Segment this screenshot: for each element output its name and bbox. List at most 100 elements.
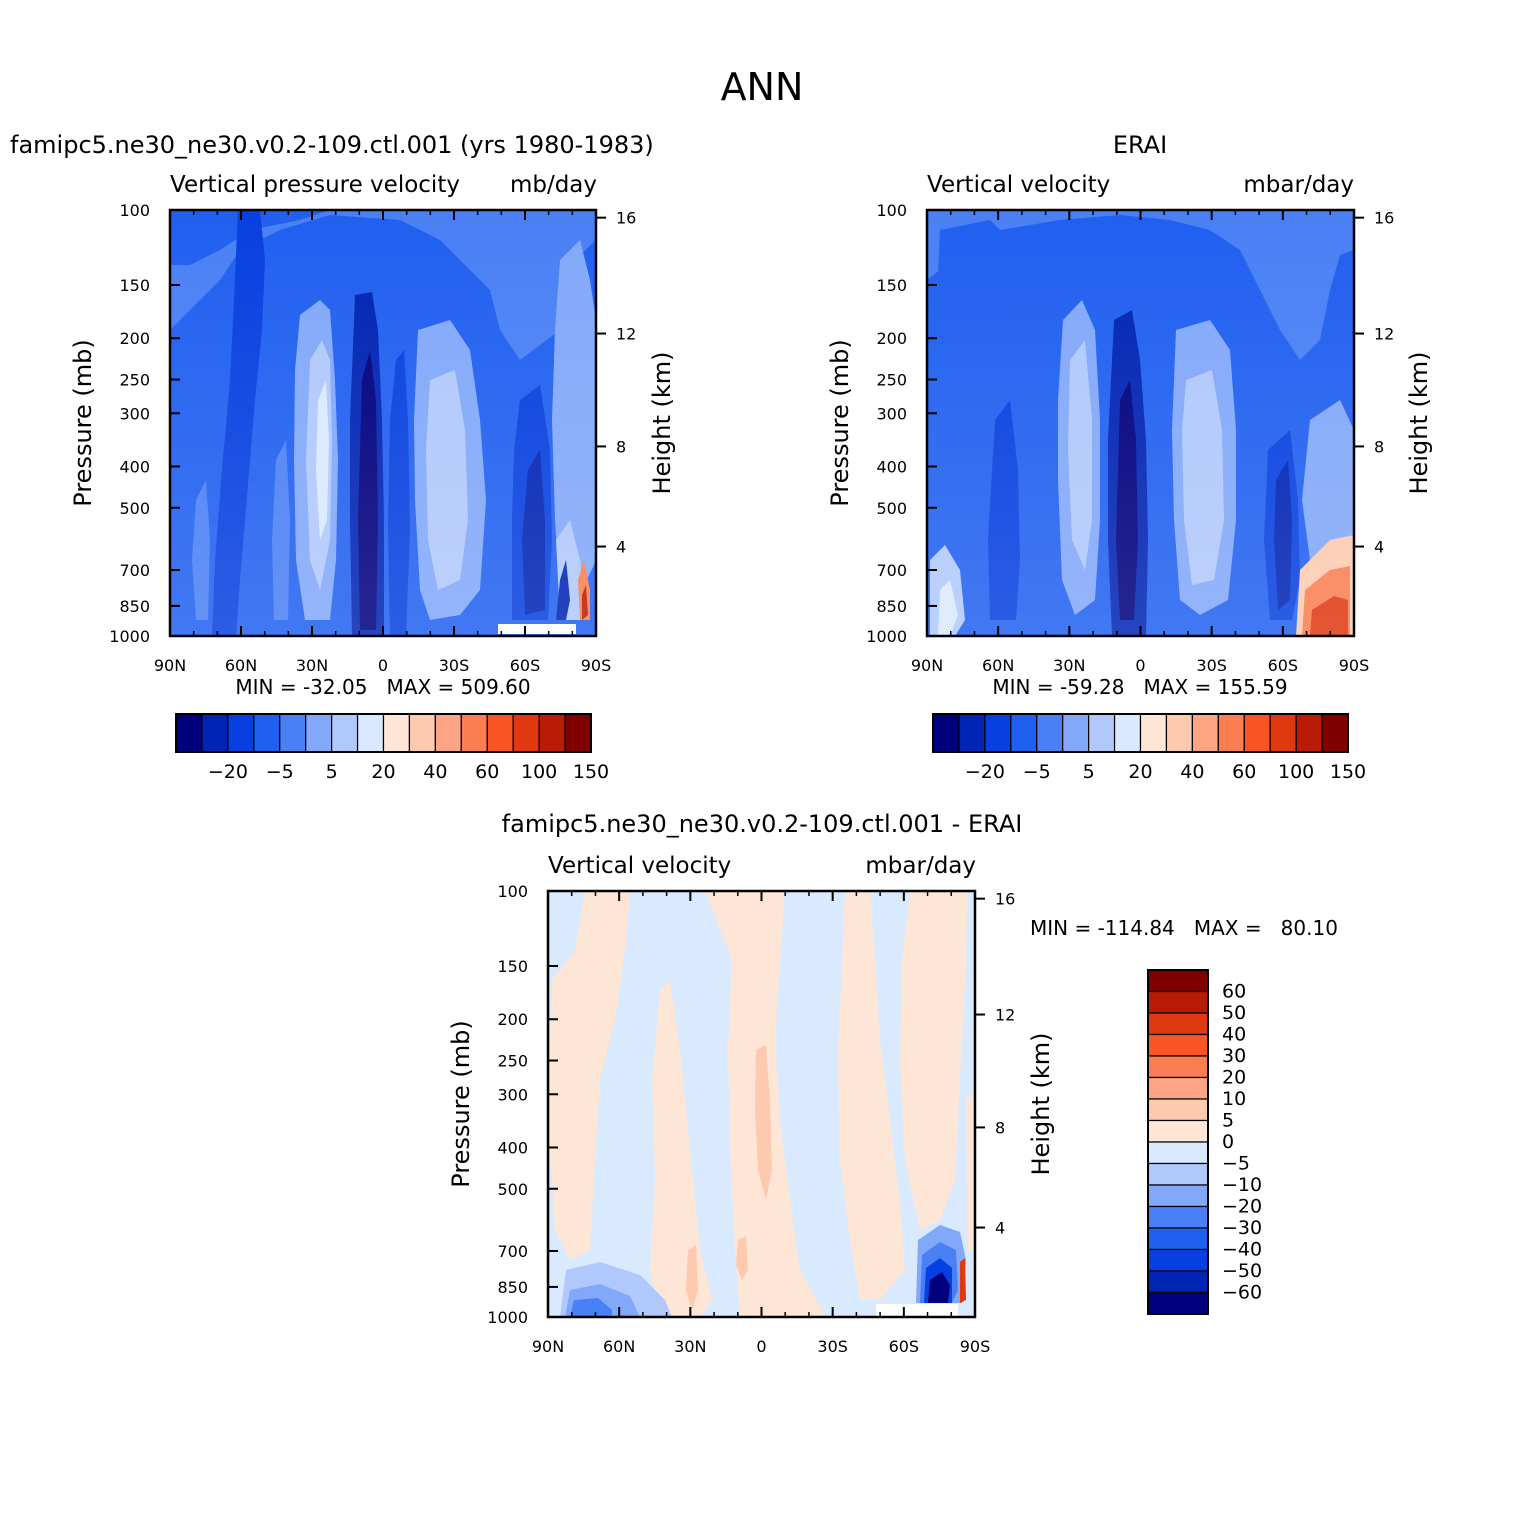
- colorbar-cell: [279, 713, 307, 753]
- colorbar-label: 20: [1128, 761, 1152, 783]
- panel-title: ERAI: [1113, 131, 1167, 159]
- y-tick-label: 300: [119, 404, 150, 423]
- colorbar-label: −5: [1222, 1153, 1250, 1175]
- x-tick-label: 30S: [817, 1337, 848, 1356]
- y-tick-label: 250: [119, 371, 150, 390]
- colorbar-cell: [1088, 713, 1116, 753]
- x-tick-label: 60N: [982, 656, 1014, 675]
- x-tick-label: 30N: [674, 1337, 706, 1356]
- x-tick-label: 90S: [581, 656, 612, 675]
- colorbar-label: −20: [1222, 1196, 1262, 1218]
- colorbar-cell: [1147, 1141, 1209, 1165]
- y-right-tick-label: 12: [616, 325, 636, 344]
- y-tick-label: 150: [119, 276, 150, 295]
- colorbar-cell: [1113, 713, 1142, 753]
- colorbar-cell: [1269, 713, 1297, 753]
- x-tick-label: 30S: [439, 656, 470, 675]
- y-tick-label: 850: [497, 1278, 528, 1297]
- colorbar-cell: [1139, 713, 1168, 753]
- colorbar-cell: [175, 713, 203, 753]
- y-axis-label-right: Height (km): [1027, 1033, 1055, 1176]
- y-right-tick-label: 4: [616, 538, 626, 557]
- colorbar-cell: [1147, 990, 1209, 1014]
- y-axis-label-right: Height (km): [1405, 352, 1433, 495]
- axes-frame: 90N 60N 30N 0 30S 60S 90S 100 150 200 250 300 400 500…: [109, 201, 636, 675]
- y-right-tick-label: 16: [1374, 209, 1394, 228]
- colorbar-cell: [1147, 1248, 1209, 1272]
- colorbar-cell: [1062, 713, 1090, 753]
- colorbar-label: 60: [475, 761, 499, 783]
- y-right-tick-label: 12: [995, 1006, 1015, 1025]
- x-tick-label: 90N: [532, 1337, 564, 1356]
- x-tick-label: 60S: [1268, 656, 1299, 675]
- colorbar-cell: [1036, 713, 1064, 753]
- panel-model: famipc5.ne30_ne30.v0.2-109.ctl.001 (yrs …: [10, 131, 676, 783]
- y-axis-label-right: Height (km): [648, 352, 676, 495]
- colorbar-cell: [538, 713, 566, 753]
- colorbar-cell: [1147, 1270, 1209, 1294]
- colorbar-cell: [201, 713, 229, 753]
- y-tick-label: 200: [876, 329, 907, 348]
- panel-subtitle-right: mb/day: [510, 172, 597, 198]
- colorbar-cell: [253, 713, 281, 753]
- y-tick-label: 150: [497, 957, 528, 976]
- y-tick-label: 1000: [866, 627, 907, 646]
- y-right-tick-label: 12: [1374, 325, 1394, 344]
- panel-subtitle-right: mbar/day: [1243, 172, 1354, 198]
- colorbar-label: −20: [965, 761, 1005, 783]
- colorbar-cell: [1147, 1055, 1209, 1079]
- y-right-tick-label: 4: [995, 1219, 1005, 1238]
- x-tick-label: 0: [378, 656, 388, 675]
- y-right-tick-label: 4: [1374, 538, 1384, 557]
- colorbar-cell: [1147, 1162, 1209, 1186]
- colorbar-cell: [1147, 1205, 1209, 1229]
- colorbar-label: −40: [1222, 1239, 1262, 1261]
- y-tick-label: 400: [119, 457, 150, 476]
- panel-subtitle-right: mbar/day: [865, 853, 976, 879]
- colorbar-cell: [1217, 713, 1245, 753]
- y-tick-label: 500: [876, 499, 907, 518]
- colorbar-label: 30: [1222, 1045, 1246, 1067]
- y-tick-label: 850: [876, 597, 907, 616]
- colorbar-cell: [382, 713, 411, 753]
- colorbar-cell: [1147, 1012, 1209, 1036]
- colorbar-cell: [1321, 713, 1349, 753]
- x-tick-label: 0: [756, 1337, 766, 1356]
- colorbar-cell: [984, 713, 1012, 753]
- colorbar-label: −50: [1222, 1260, 1262, 1282]
- y-tick-label: 700: [876, 561, 907, 580]
- y-right-tick-label: 8: [1374, 437, 1384, 456]
- colorbar-cell: [1191, 713, 1219, 753]
- x-tick-label: 30N: [1053, 656, 1085, 675]
- colorbar-label: −60: [1222, 1282, 1262, 1304]
- colorbar-label: 50: [1222, 1002, 1246, 1024]
- y-tick-label: 100: [876, 201, 907, 220]
- colorbar-cell: [1147, 1184, 1209, 1208]
- y-tick-label: 200: [497, 1010, 528, 1029]
- y-axis-label: Pressure (mb): [826, 339, 854, 506]
- colorbar-cell: [1147, 1033, 1209, 1057]
- panel-difference: famipc5.ne30_ne30.v0.2-109.ctl.001 - ERA…: [447, 810, 1338, 1356]
- x-tick-label: 60N: [603, 1337, 635, 1356]
- colorbar-cell: [1147, 969, 1209, 993]
- panel-subtitle-left: Vertical velocity: [927, 172, 1110, 198]
- colorbar-cell: [1147, 1076, 1209, 1100]
- y-tick-label: 1000: [109, 627, 150, 646]
- colorbar-cell: [1147, 1119, 1209, 1143]
- y-axis-label: Pressure (mb): [447, 1020, 475, 1187]
- stats-label: MIN = -114.84 MAX = 80.10: [1030, 916, 1338, 940]
- y-right-tick-label: 8: [616, 437, 626, 456]
- y-right-tick-label: 16: [995, 890, 1015, 909]
- x-tick-label: 60S: [510, 656, 541, 675]
- colorbar-frame: [175, 713, 592, 753]
- y-tick-label: 700: [119, 561, 150, 580]
- colorbar-label: −5: [266, 761, 294, 783]
- colorbar-cell: [958, 713, 986, 753]
- y-tick-label: 700: [497, 1242, 528, 1261]
- colorbar-label: 40: [1180, 761, 1204, 783]
- panel-subtitle-left: Vertical pressure velocity: [170, 172, 460, 198]
- colorbar-label: 5: [1083, 761, 1095, 783]
- panel-title: famipc5.ne30_ne30.v0.2-109.ctl.001 - ERA…: [502, 810, 1023, 838]
- y-right-tick-label: 16: [616, 209, 636, 228]
